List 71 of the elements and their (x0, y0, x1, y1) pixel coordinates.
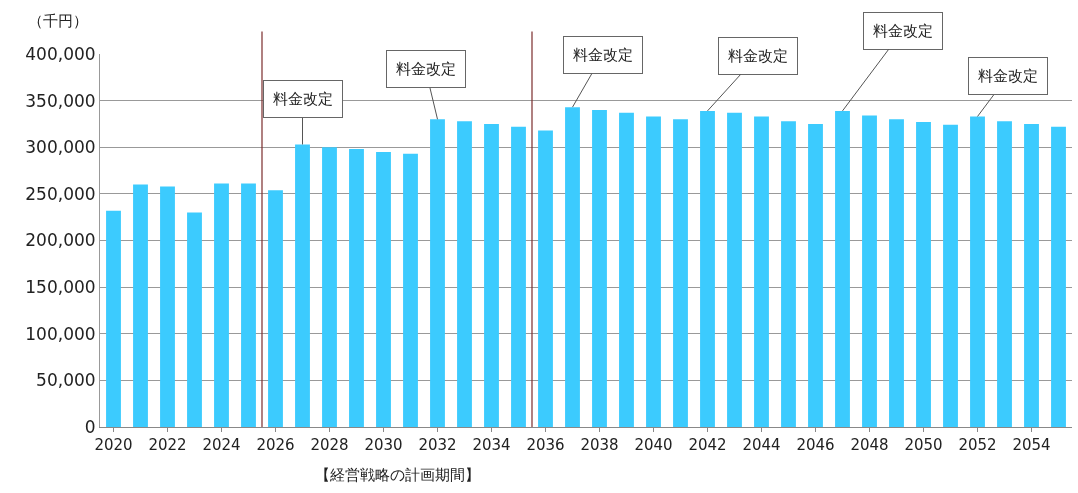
bar (808, 123, 823, 427)
bar (106, 210, 121, 427)
x-tick-label: 2038 (580, 436, 619, 454)
x-tick-label: 2044 (742, 436, 781, 454)
bar (862, 115, 877, 427)
bar (133, 184, 148, 427)
bar (592, 109, 607, 427)
bar (403, 153, 418, 427)
bar (187, 212, 202, 427)
x-tick-label: 2030 (364, 436, 403, 454)
bar (673, 119, 688, 427)
x-tick-label: 2028 (310, 436, 349, 454)
y-tick-label: 350,000 (25, 90, 96, 111)
bar (1024, 123, 1039, 427)
y-tick-label: 0 (84, 416, 96, 437)
bar (565, 107, 580, 427)
x-tick-label: 2022 (148, 436, 187, 454)
bar (430, 119, 445, 427)
y-tick-label: 400,000 (25, 43, 96, 64)
bar (754, 116, 769, 427)
bar (322, 147, 337, 427)
bar (457, 121, 472, 427)
bar (943, 124, 958, 427)
x-tick-label: 2026 (256, 436, 295, 454)
bar (700, 110, 715, 427)
bar (997, 121, 1012, 427)
x-tick-label: 2048 (850, 436, 889, 454)
annotation: 料金改定 (573, 46, 633, 64)
bar (889, 119, 904, 427)
annotation: 料金改定 (978, 67, 1038, 85)
x-tick-label: 2052 (958, 436, 997, 454)
annotation: 料金改定 (273, 90, 333, 108)
y-tick-label: 50,000 (36, 370, 96, 391)
annotation: 料金改定 (873, 22, 933, 40)
x-tick-label: 2050 (904, 436, 943, 454)
bar (619, 112, 634, 427)
y-tick-label: 150,000 (25, 277, 96, 298)
bar (214, 183, 229, 427)
bar (511, 126, 526, 427)
bar (268, 190, 283, 427)
text: 【経営戦略の計画期間】 (315, 466, 480, 484)
bar (970, 116, 985, 427)
x-tick-label: 2042 (688, 436, 727, 454)
bar (376, 151, 391, 427)
x-tick-label: 2046 (796, 436, 835, 454)
x-tick-label: 2020 (94, 436, 133, 454)
x-tick-label: 2040 (634, 436, 673, 454)
y-tick-label: 300,000 (25, 137, 96, 158)
annotation: 料金改定 (396, 60, 456, 78)
bar (727, 112, 742, 427)
bar (295, 144, 310, 427)
bar (835, 110, 850, 427)
x-tick-label: 2034 (472, 436, 511, 454)
bar (484, 123, 499, 427)
bar (349, 149, 364, 427)
annotation: 料金改定 (728, 47, 788, 65)
bar (538, 130, 553, 427)
x-tick-label: 2024 (202, 436, 241, 454)
bar (1051, 126, 1066, 427)
y-tick-label: 100,000 (25, 323, 96, 344)
y-axis-title: （千円） (28, 12, 88, 30)
bar (160, 186, 175, 427)
y-tick-label: 200,000 (25, 230, 96, 251)
x-tick-label: 2054 (1012, 436, 1051, 454)
bar (916, 122, 931, 427)
bar (646, 116, 661, 427)
x-tick-label: 2036 (526, 436, 565, 454)
bar (241, 183, 256, 427)
y-tick-label: 250,000 (25, 183, 96, 204)
bar (781, 121, 796, 427)
x-tick-label: 2032 (418, 436, 457, 454)
